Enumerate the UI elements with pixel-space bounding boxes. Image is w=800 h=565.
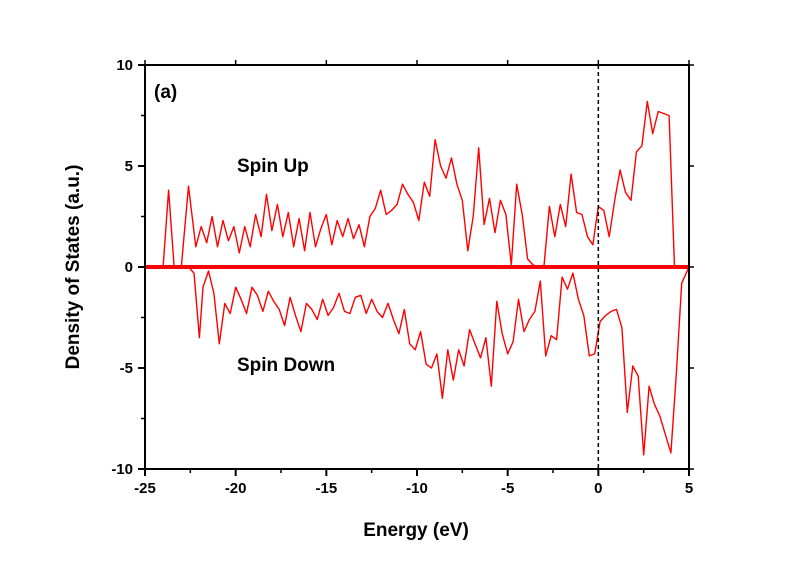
x-tick-label: 5 <box>685 480 693 497</box>
x-axis-label: Energy (eV) <box>363 520 469 541</box>
y-tick-label: -10 <box>111 461 133 478</box>
y-tick-label: 10 <box>116 57 133 74</box>
series-line-spin-down <box>145 266 690 456</box>
x-tick-label: -10 <box>406 480 428 497</box>
x-tick-label: 0 <box>594 480 602 497</box>
axis-ticks: -25 -20 -15 -10 -5 0 5 -10 -5 0 5 10 <box>111 57 694 497</box>
y-tick-label: 0 <box>125 259 133 276</box>
x-tick-label: -25 <box>134 480 156 497</box>
spin-up-annotation: Spin Up <box>237 156 309 177</box>
x-tick-label: -20 <box>225 480 247 497</box>
x-tick-label: -5 <box>501 480 514 497</box>
y-tick-label: -5 <box>120 360 133 377</box>
x-tick-label: -15 <box>315 480 337 497</box>
spin-down-annotation: Spin Down <box>237 355 335 376</box>
panel-label: (a) <box>154 82 177 103</box>
y-axis-label: Density of States (a.u.) <box>63 165 84 370</box>
y-tick-label: 5 <box>125 158 133 175</box>
